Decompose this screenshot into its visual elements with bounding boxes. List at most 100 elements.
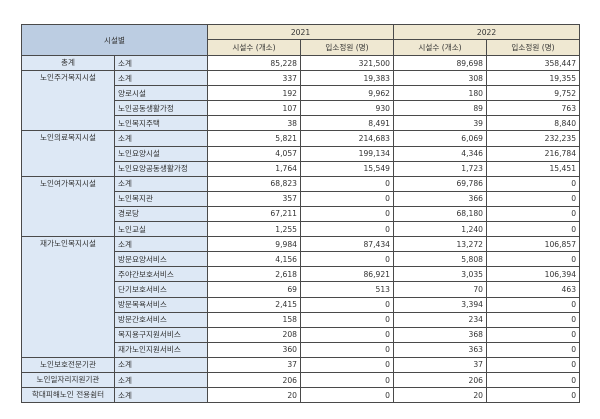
facilities-2021-cell: 37 bbox=[207, 356, 301, 373]
subcategory-cell: 경로당 bbox=[114, 205, 208, 223]
facilities-2021-cell: 107 bbox=[207, 100, 301, 117]
capacity-2022-cell: 19,355 bbox=[486, 70, 581, 87]
capacity-2021-cell: 0 bbox=[299, 296, 395, 313]
facilities-2021-cell: 360 bbox=[207, 341, 301, 358]
facilities-2022-cell: 13,272 bbox=[393, 236, 488, 253]
header-row-years: 시설별 2021 2022 bbox=[21, 24, 581, 56]
facilities-2021-cell: 337 bbox=[207, 70, 301, 87]
subcategory-cell: 소계 bbox=[114, 70, 208, 87]
subcategory-cell: 노인요양공동생활가정 bbox=[114, 160, 208, 177]
facilities-2021-cell: 357 bbox=[207, 190, 301, 207]
table-row: 총계 소계 85,228 321,500 89,698 358,447 bbox=[21, 54, 581, 72]
capacity-2021-cell: 0 bbox=[299, 175, 395, 192]
capacity-2022-cell: 0 bbox=[486, 387, 581, 404]
capacity-2022-cell: 0 bbox=[486, 326, 581, 343]
subcategory-cell: 소계 bbox=[114, 236, 208, 253]
year-header-2022: 2022 bbox=[393, 24, 581, 40]
facilities-2022-cell: 89 bbox=[393, 100, 488, 117]
year-header-2021: 2021 bbox=[206, 24, 395, 40]
capacity-2022-cell: 0 bbox=[486, 311, 581, 328]
capacity-2022-cell: 763 bbox=[486, 100, 581, 117]
capacity-2022-cell: 216,784 bbox=[486, 145, 581, 162]
subcategory-cell: 노인공동생활가정 bbox=[114, 100, 208, 117]
capacity-2021-cell: 0 bbox=[299, 356, 395, 373]
category-cell: 노인보호전문기관 bbox=[21, 356, 115, 373]
category-cell: 노인여가복지시설 bbox=[21, 175, 115, 238]
subcategory-cell: 방문간호서비스 bbox=[114, 311, 208, 328]
subcategory-cell: 주야간보호서비스 bbox=[114, 266, 208, 283]
facilities-2022-cell: 4,346 bbox=[393, 145, 488, 162]
table-row: 학대피해노인 전용쉼터 소계 20 0 20 0 bbox=[21, 387, 581, 404]
table-row: 노인보호전문기관 소계 37 0 37 0 bbox=[21, 356, 581, 373]
table-row: 노인일자리지원기관 소계 206 0 206 0 bbox=[21, 371, 581, 389]
capacity-2022-cell: 8,840 bbox=[486, 115, 581, 132]
subcategory-cell: 단기보호서비스 bbox=[114, 281, 208, 298]
facilities-2022-cell: 3,394 bbox=[393, 296, 488, 313]
capacity-2021-cell: 87,434 bbox=[299, 236, 395, 253]
facilities-2022-cell: 363 bbox=[393, 341, 488, 358]
category-cell: 노인의료복지시설 bbox=[21, 130, 115, 177]
facilities-2022-cell: 366 bbox=[393, 190, 488, 207]
capacity-2022-cell: 463 bbox=[486, 281, 581, 298]
facilities-2021-cell: 69 bbox=[207, 281, 301, 298]
subcategory-cell: 소계 bbox=[114, 130, 208, 147]
table-row: 노인여가복지시설 소계 68,823 0 69,786 0 bbox=[21, 175, 581, 238]
subcategory-cell: 방문목욕서비스 bbox=[114, 296, 208, 313]
table-row: 방문목욕서비스 2,415 0 3,394 0 bbox=[22, 296, 581, 313]
subcategory-cell: 소계 bbox=[114, 54, 208, 72]
facilities-2022-cell: 69,786 bbox=[393, 175, 488, 192]
subcategory-cell: 방문요양서비스 bbox=[114, 251, 208, 268]
facility-header: 시설별 bbox=[21, 24, 208, 56]
facilities-2022-cell: 5,808 bbox=[393, 251, 488, 268]
facilities-2022-cell: 1,240 bbox=[393, 221, 488, 238]
category-cell: 노인일자리지원기관 bbox=[21, 371, 115, 389]
table-row: 재가노인복지시설 소계 9,984 87,434 13,272 106,857 bbox=[21, 236, 581, 358]
capacity-2022-cell: 0 bbox=[486, 205, 581, 223]
facilities-2021-cell: 1,255 bbox=[207, 221, 301, 238]
category-cell: 재가노인복지시설 bbox=[21, 236, 115, 358]
subheader-facilities-2021: 시설수 (개소) bbox=[207, 39, 301, 56]
capacity-2022-cell: 15,451 bbox=[486, 160, 581, 177]
capacity-2022-cell: 0 bbox=[486, 341, 581, 358]
facilities-2022-cell: 1,723 bbox=[393, 160, 488, 177]
capacity-2021-cell: 0 bbox=[299, 311, 395, 328]
table-row: 노인요양시설 4,057 199,134 4,346 216,784 bbox=[22, 145, 581, 162]
capacity-2021-cell: 0 bbox=[299, 371, 395, 389]
subheader-capacity-2021: 입소정원 (명) bbox=[299, 39, 395, 56]
capacity-2022-cell: 358,447 bbox=[486, 54, 581, 72]
subcategory-cell: 양로시설 bbox=[114, 85, 208, 102]
facility-statistics-table: 시설별 2021 2022 시설수 (개소) 입소정원 (명) 시설수 (개소)… bbox=[21, 24, 581, 404]
capacity-2022-cell: 232,235 bbox=[486, 130, 581, 147]
category-cell: 학대피해노인 전용쉼터 bbox=[21, 387, 115, 404]
facilities-2022-cell: 68,180 bbox=[393, 205, 488, 223]
capacity-2021-cell: 321,500 bbox=[299, 54, 395, 72]
subheader-facilities-2022: 시설수 (개소) bbox=[393, 39, 488, 56]
facilities-2021-cell: 38 bbox=[207, 115, 301, 132]
facilities-2022-cell: 308 bbox=[393, 70, 488, 87]
subcategory-cell: 소계 bbox=[114, 387, 208, 404]
capacity-2022-cell: 0 bbox=[486, 251, 581, 268]
capacity-2021-cell: 0 bbox=[299, 221, 395, 238]
category-cell: 노인주거복지시설 bbox=[21, 70, 115, 132]
capacity-2021-cell: 15,549 bbox=[299, 160, 395, 177]
table-row: 노인의료복지시설 소계 5,821 214,683 6,069 232,235 bbox=[21, 130, 581, 177]
facilities-2021-cell: 192 bbox=[207, 85, 301, 102]
capacity-2021-cell: 0 bbox=[299, 205, 395, 223]
subheader-capacity-2022: 입소정원 (명) bbox=[486, 39, 581, 56]
subcategory-cell: 소계 bbox=[114, 356, 208, 373]
capacity-2021-cell: 214,683 bbox=[299, 130, 395, 147]
capacity-2022-cell: 0 bbox=[486, 371, 581, 389]
subcategory-cell: 복지용구지원서비스 bbox=[114, 326, 208, 343]
facilities-2022-cell: 206 bbox=[393, 371, 488, 389]
facilities-2022-cell: 368 bbox=[393, 326, 488, 343]
facilities-2022-cell: 6,069 bbox=[393, 130, 488, 147]
facilities-2021-cell: 4,156 bbox=[207, 251, 301, 268]
facilities-2021-cell: 2,415 bbox=[207, 296, 301, 313]
facilities-2021-cell: 1,764 bbox=[207, 160, 301, 177]
table-row: 노인공동생활가정 107 930 89 763 bbox=[22, 100, 581, 117]
capacity-2022-cell: 0 bbox=[486, 356, 581, 373]
capacity-2021-cell: 0 bbox=[299, 387, 395, 404]
facilities-2021-cell: 5,821 bbox=[207, 130, 301, 147]
capacity-2021-cell: 8,491 bbox=[299, 115, 395, 132]
facilities-2022-cell: 37 bbox=[393, 356, 488, 373]
